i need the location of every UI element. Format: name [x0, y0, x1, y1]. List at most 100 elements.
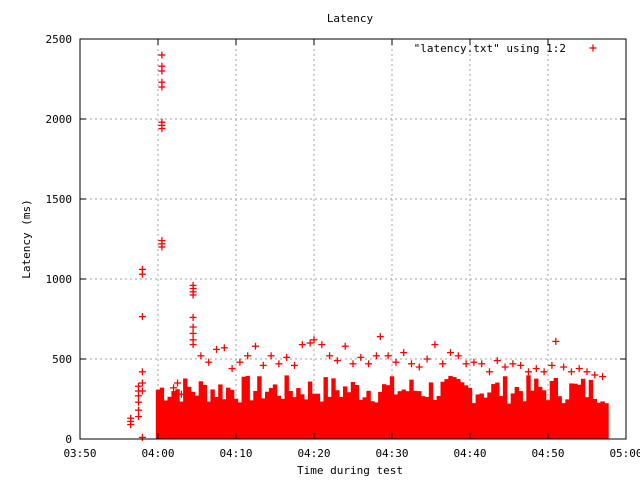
band-column — [538, 386, 543, 439]
band-column — [592, 398, 597, 439]
band-column — [194, 395, 200, 439]
band-column — [600, 401, 605, 439]
band-column — [331, 378, 336, 439]
data-point — [158, 125, 166, 133]
band-column — [389, 376, 395, 439]
data-point — [357, 353, 365, 361]
band-column — [565, 399, 570, 439]
band-column — [460, 382, 465, 439]
data-point — [135, 413, 142, 421]
band-column — [315, 393, 321, 439]
band-column — [479, 393, 484, 439]
band-column — [467, 387, 473, 439]
data-point — [517, 361, 525, 369]
band-column — [202, 384, 207, 439]
band-column — [245, 375, 250, 439]
band-column — [393, 394, 399, 439]
data-point — [189, 329, 197, 337]
data-point — [341, 342, 349, 350]
band-column — [522, 401, 527, 439]
data-point — [540, 368, 548, 376]
legend-label: "latency.txt" using 1:2 — [414, 42, 566, 55]
data-point — [236, 358, 244, 366]
band-column — [210, 389, 215, 439]
band-column — [421, 396, 426, 439]
data-points — [127, 51, 607, 441]
data-point — [135, 392, 142, 400]
data-point — [138, 313, 146, 321]
data-point — [326, 352, 334, 360]
data-point — [158, 67, 166, 75]
band-column — [428, 382, 434, 439]
band-column — [561, 403, 566, 439]
data-point — [493, 357, 501, 365]
band-column — [409, 379, 414, 439]
data-point — [135, 406, 142, 414]
data-point — [552, 337, 560, 345]
band-column — [300, 394, 305, 439]
legend-marker — [589, 44, 597, 52]
data-point — [138, 270, 146, 278]
band-column — [456, 379, 461, 439]
band-column — [268, 387, 274, 439]
data-point — [267, 352, 275, 360]
band-column — [167, 396, 172, 439]
data-point — [447, 349, 454, 357]
data-point — [189, 313, 197, 321]
band-column — [436, 396, 441, 439]
band-column — [417, 391, 422, 439]
band-column — [296, 388, 301, 439]
band-column — [343, 386, 348, 439]
band-column — [276, 395, 282, 439]
band-column — [187, 386, 192, 439]
band-column — [495, 382, 500, 439]
band-column — [506, 403, 512, 439]
band-column — [463, 385, 469, 439]
y-axis-label: Latency (ms) — [20, 199, 33, 278]
band-column — [596, 402, 601, 439]
band-column — [226, 387, 231, 439]
band-column — [350, 381, 356, 439]
band-column — [206, 401, 211, 439]
grid-lines — [80, 39, 626, 439]
data-point — [423, 355, 431, 363]
data-point — [532, 365, 540, 373]
band-column — [233, 398, 239, 439]
data-point — [470, 358, 478, 366]
y-tick-label: 0 — [65, 433, 72, 446]
data-point — [158, 243, 166, 251]
band-column — [241, 376, 246, 439]
band-column — [499, 396, 504, 439]
x-axis-label: Time during test — [297, 464, 403, 477]
data-point — [135, 398, 142, 406]
data-point — [415, 363, 423, 371]
band-column — [198, 381, 204, 439]
band-column — [378, 391, 383, 439]
band-column — [385, 385, 391, 439]
band-column — [370, 401, 375, 439]
band-column — [483, 397, 488, 439]
band-column — [580, 378, 586, 439]
band-column — [319, 401, 324, 439]
band-column — [292, 397, 297, 439]
data-point — [486, 368, 493, 376]
data-point — [259, 361, 267, 369]
data-point — [275, 360, 283, 368]
data-point — [591, 371, 599, 379]
band-column — [366, 390, 371, 439]
band-column — [401, 389, 406, 439]
data-point — [174, 379, 181, 387]
data-point — [525, 368, 532, 376]
band-column — [284, 375, 289, 439]
data-point — [462, 360, 470, 368]
band-column — [175, 389, 180, 439]
data-point — [158, 401, 166, 409]
data-point — [306, 339, 314, 347]
data-point — [228, 365, 236, 373]
data-point — [318, 341, 326, 349]
data-point — [372, 352, 380, 360]
data-point — [548, 361, 556, 369]
x-tick-label: 04:10 — [219, 447, 252, 460]
band-column — [413, 390, 418, 439]
band-column — [163, 400, 168, 439]
